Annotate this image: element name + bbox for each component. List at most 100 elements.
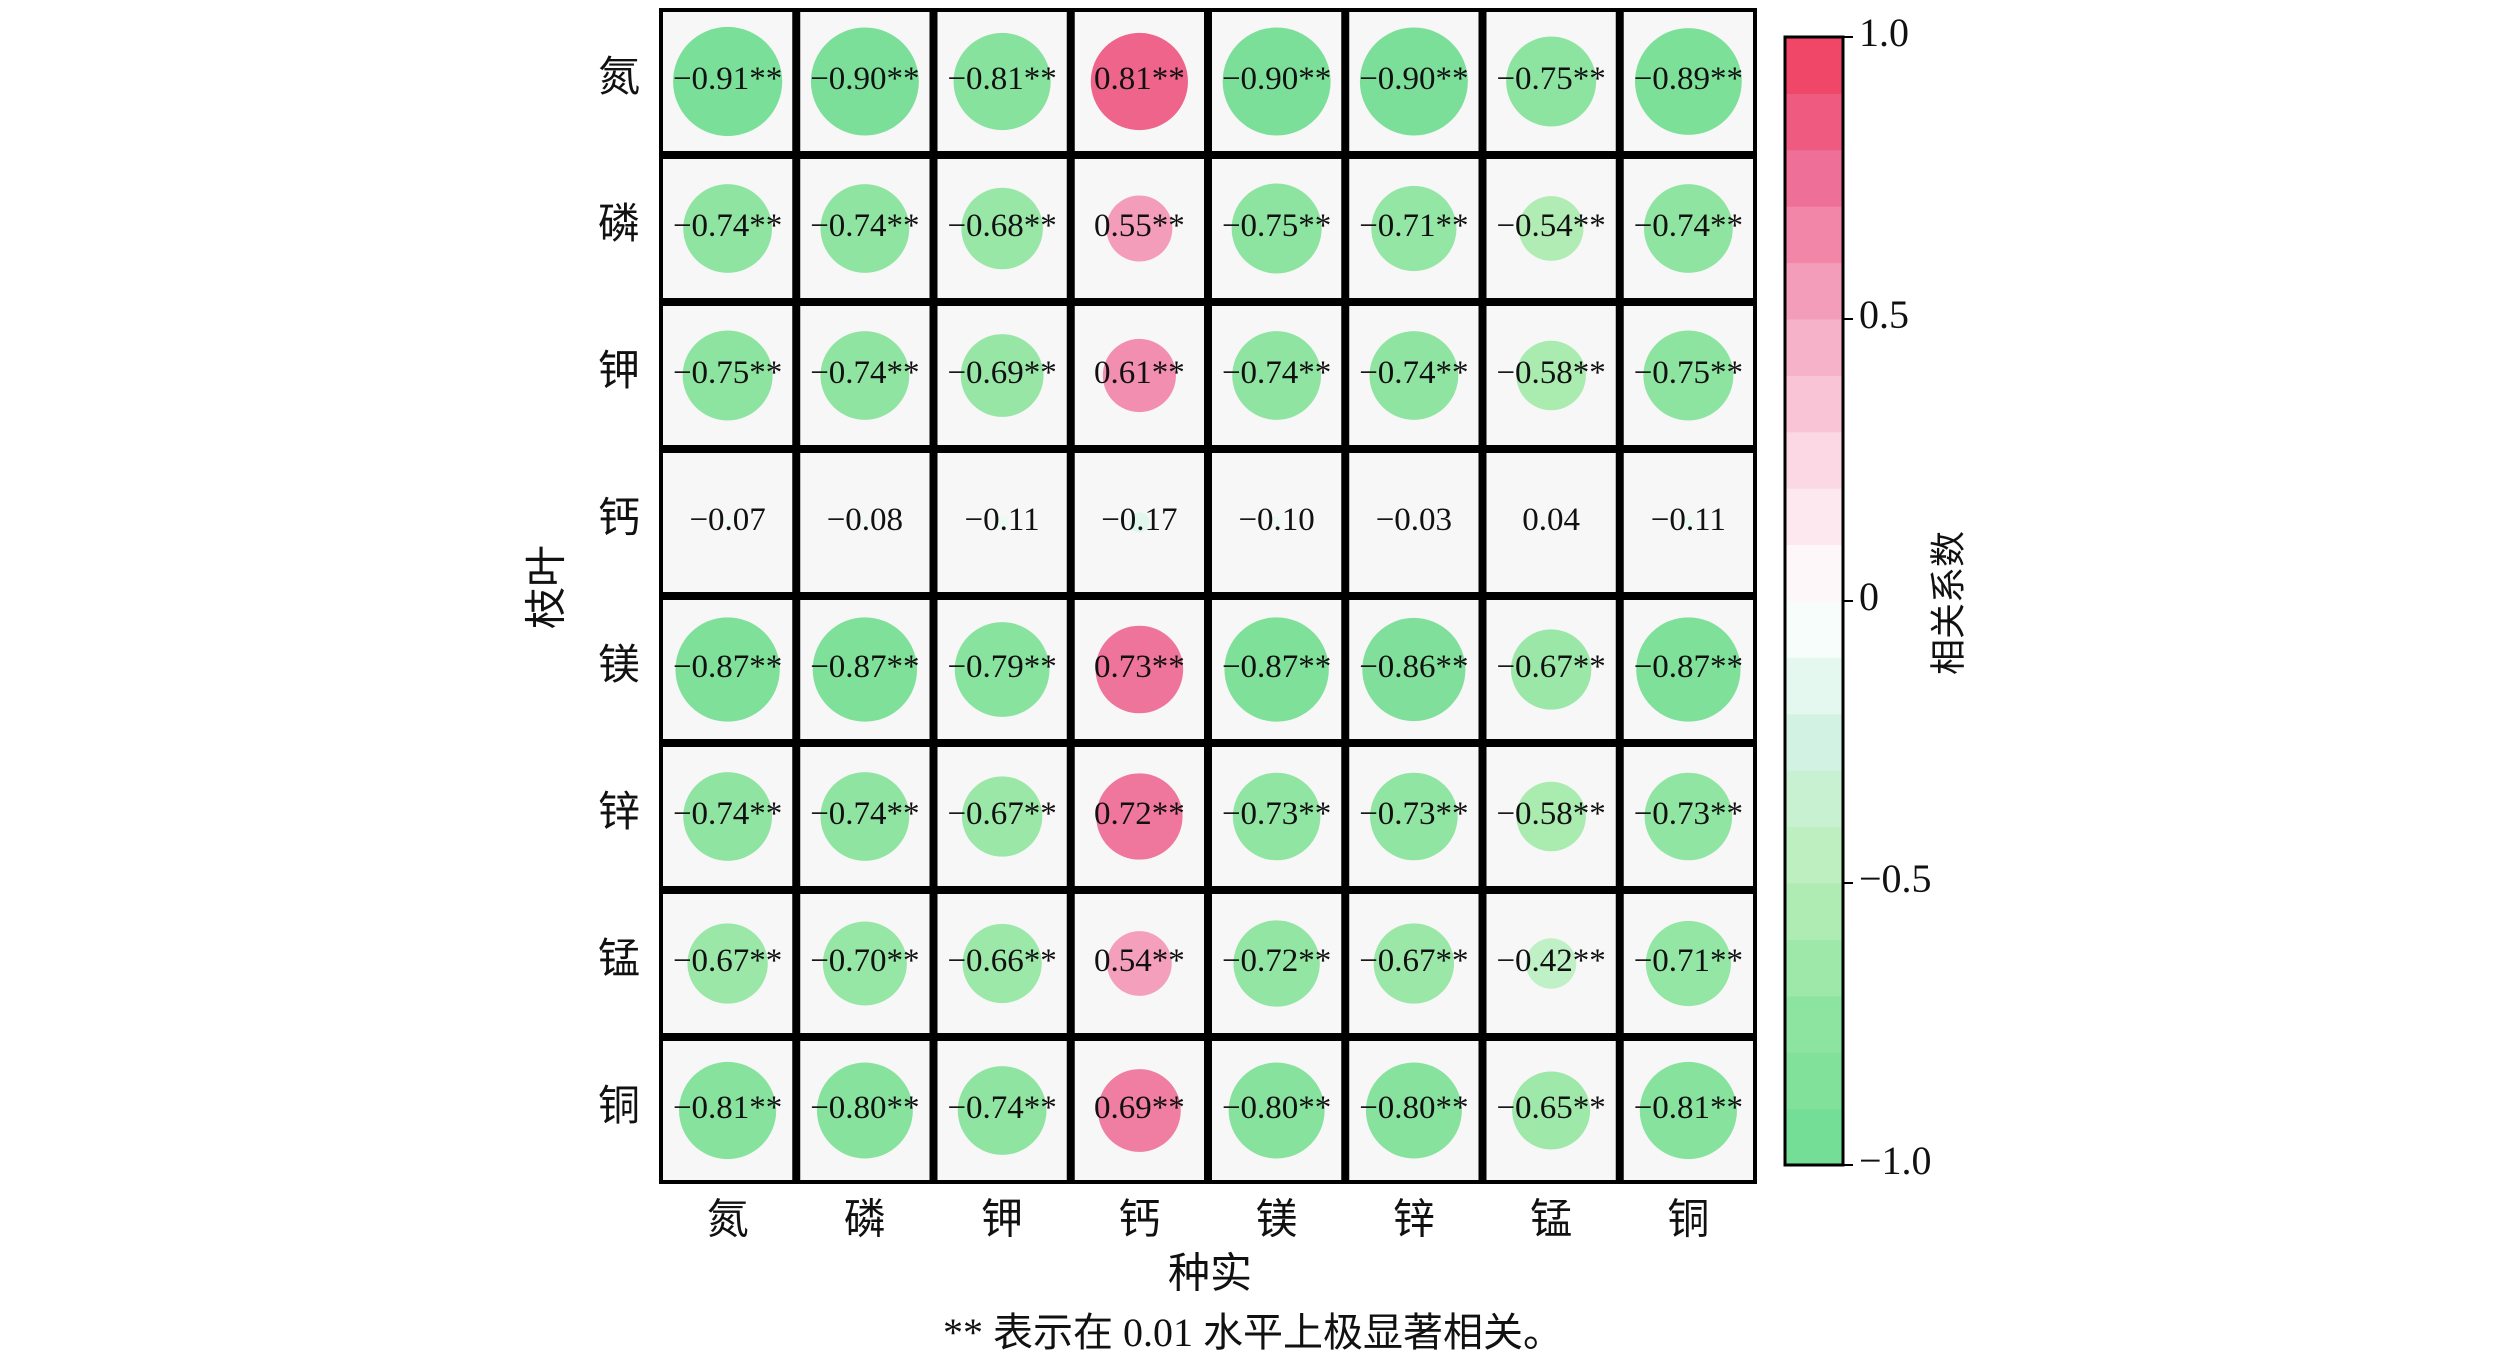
correlation-circle [1634,28,1742,135]
correlation-circle [1102,338,1176,413]
value-label: −0.73** [1634,796,1743,832]
correlation-circle [1270,516,1283,529]
correlation-circle [1643,184,1733,273]
correlation-circle [1512,1071,1591,1150]
value-label: −0.87** [1222,649,1331,685]
correlation-circle [1232,331,1322,420]
value-label: 0.61** [1094,355,1185,391]
correlation-circle [1518,196,1584,261]
correlation-circle [953,32,1051,131]
value-label: −0.72** [1222,943,1331,979]
correlation-circle [683,184,773,273]
column-label: 铜 [1667,1198,1709,1244]
correlation-circle [1371,185,1457,272]
colorbar-band [1785,319,1843,376]
correlation-circle [1645,920,1731,1007]
value-label: −0.74** [1359,355,1468,391]
colorbar-label: 相关系数 [1928,531,1968,675]
colorbar-band [1785,149,1843,207]
correlation-circle [1362,617,1466,722]
value-label: −0.81** [947,61,1056,97]
value-label: −0.11 [965,502,1040,538]
value-label: −0.74** [810,355,919,391]
correlation-circle [810,27,919,136]
footnote: ** 表示在 0.01 水平上极显著相关。 [943,1310,1563,1355]
correlation-circle [960,334,1044,417]
correlation-circle [957,1066,1047,1155]
correlation-circle [1365,1062,1462,1159]
column-label: 磷 [844,1198,886,1244]
correlation-circle [954,622,1050,717]
value-label: −0.74** [1634,208,1743,244]
value-label: 0.54** [1094,943,1185,979]
correlation-circle [1096,773,1183,860]
value-label: 0.55** [1094,208,1185,244]
value-label: −0.90** [810,61,919,97]
y-axis-label: 枝叶 [525,545,571,629]
correlation-circle [679,1061,777,1160]
value-label: 0.04 [1522,502,1580,538]
value-label: −0.87** [810,649,919,685]
colorbar-band [1785,1108,1843,1166]
correlation-circle [1228,1062,1325,1159]
correlation-circle [687,923,768,1004]
value-label: −0.74** [947,1090,1056,1126]
value-label: −0.67** [947,796,1056,832]
correlation-circle [1516,340,1586,411]
correlation-circle [1644,772,1733,861]
colorbar-band [1785,770,1843,828]
correlation-circle [1106,195,1173,262]
colorbar-band [1785,488,1843,546]
colorbar-tick-label: −1.0 [1859,1138,1932,1183]
value-label: −0.80** [1222,1090,1331,1126]
correlation-circle [1231,183,1322,274]
colorbar-band [1785,826,1843,884]
value-label: −0.71** [1634,943,1743,979]
correlation-circle [820,331,910,420]
colorbar-band [1785,375,1843,433]
value-label: −0.79** [947,649,1056,685]
correlation-circle [675,617,780,722]
correlation-circle [1681,515,1695,530]
correlation-circle [682,330,773,421]
value-label: 0.72** [1094,796,1185,832]
row-label: 磷 [598,202,640,248]
value-label: −0.89** [1634,61,1743,97]
value-label: −0.68** [947,208,1056,244]
colorbar-band [1785,1052,1843,1110]
correlation-circle [1106,931,1172,996]
colorbar-band [1785,206,1843,264]
colorbar-band [1785,995,1843,1053]
column-label: 氮 [707,1198,749,1244]
value-label: −0.08 [827,502,903,538]
value-label: −0.75** [1496,61,1605,97]
colorbar-band [1785,939,1843,997]
correlation-circle [1222,27,1331,136]
correlation-circle [1097,1069,1181,1152]
correlation-circle [1510,629,1592,710]
correlation-circle [860,517,870,528]
row-label: 钾 [598,349,640,395]
value-label: −0.65** [1496,1090,1605,1126]
value-label: −0.67** [673,943,782,979]
value-label: −0.80** [1359,1090,1468,1126]
value-label: −0.58** [1496,796,1605,832]
correlation-circle [1636,617,1741,722]
correlation-circle [820,772,910,861]
colorbar-band [1785,601,1843,658]
correlation-circle [962,923,1042,1004]
correlation-circle [1525,938,1577,989]
value-label: −0.07 [689,502,765,538]
correlation-circle [820,184,910,273]
colorbar-tick-label: 0.5 [1859,292,1909,337]
value-label: −0.74** [810,208,919,244]
correlation-circle [1412,520,1416,525]
correlation-circle [816,1062,913,1159]
correlation-circle [1359,27,1468,136]
value-label: −0.69** [947,355,1056,391]
value-label: −0.74** [673,796,782,832]
column-label: 镁 [1256,1198,1298,1244]
value-label: −0.87** [673,649,782,685]
value-label: 0.73** [1094,649,1185,685]
correlation-circle [1095,625,1184,714]
